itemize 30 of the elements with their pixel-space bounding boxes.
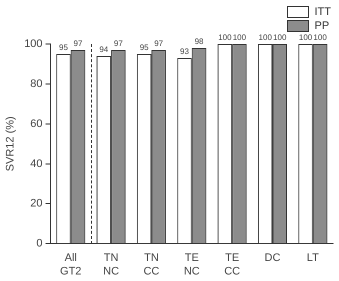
data-label: 100 — [298, 33, 313, 42]
text: ITT — [314, 6, 331, 18]
data-label: 100 — [258, 33, 272, 42]
y-tick-label: 60 — [30, 118, 43, 130]
y-tick-label: 20 — [30, 198, 43, 210]
x-tick-label: TN NC — [103, 252, 120, 278]
data-label: 100 — [232, 33, 247, 42]
data-label: 93 — [180, 47, 190, 56]
x-tick-label: TN CC — [143, 252, 160, 278]
data-label: 100 — [273, 33, 287, 42]
x-tick-label: TE NC — [184, 252, 200, 278]
data-label: 95 — [140, 43, 150, 52]
y-tick-label: 100 — [24, 38, 43, 50]
y-tick-label: 0 — [36, 238, 43, 250]
data-label: 100 — [218, 33, 232, 42]
data-label: 98 — [194, 37, 204, 46]
data-label: 94 — [99, 45, 109, 54]
data-label: 100 — [313, 33, 328, 42]
y-tick-label: 40 — [30, 158, 43, 170]
data-label: 97 — [114, 39, 124, 48]
x-tick-label: TE CC — [224, 252, 240, 278]
legend-label: PP — [314, 20, 330, 32]
y-axis-title: SVR12 (%) — [4, 116, 17, 172]
data-label: 97 — [154, 39, 164, 48]
data-label: 97 — [74, 39, 83, 48]
x-tick-label: DC — [264, 252, 280, 264]
x-tick-label: All GT2 — [60, 252, 82, 278]
data-label: 95 — [59, 43, 68, 52]
x-tick-label: LT — [306, 252, 320, 264]
y-tick-label: 80 — [30, 78, 43, 90]
